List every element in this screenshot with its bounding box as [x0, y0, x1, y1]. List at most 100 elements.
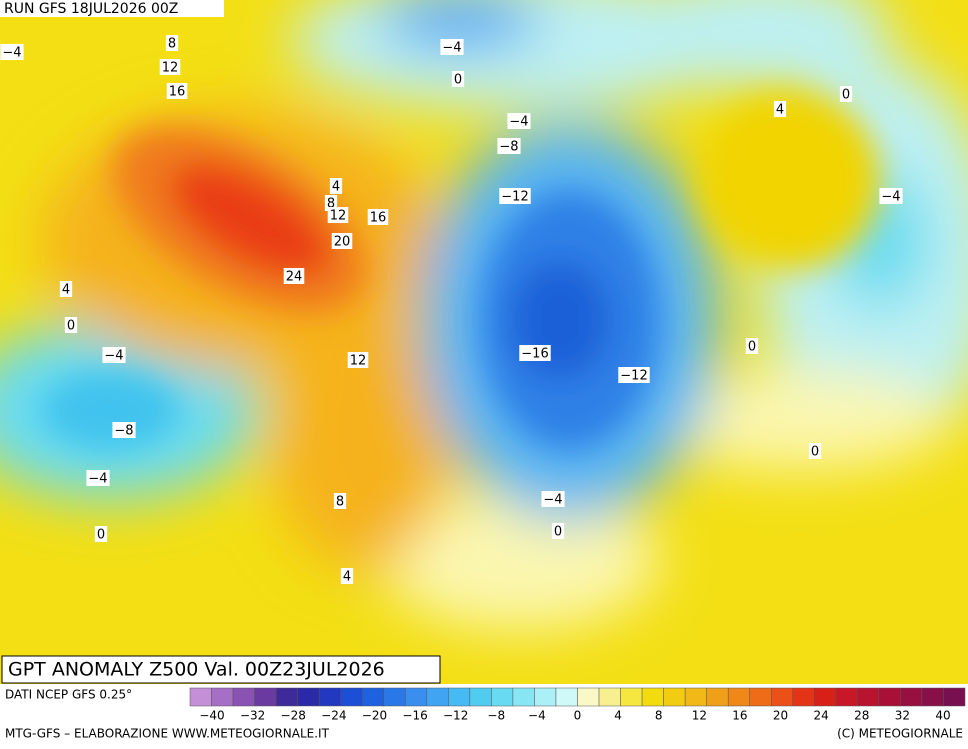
contour-label: 0 [554, 525, 562, 540]
map-title: GPT ANOMALY Z500 Val. 00Z23JUL2026 [8, 659, 385, 681]
colorbar-swatch [792, 687, 815, 707]
colorbar-label: 0 [574, 709, 582, 723]
contour-label-bg [839, 86, 853, 102]
contour-label: 0 [97, 528, 105, 543]
contour-label: 4 [332, 180, 340, 195]
colorbar-label: −28 [281, 709, 306, 723]
contour-label-bg [551, 523, 565, 539]
colorbar-label: −12 [443, 709, 468, 723]
contour-label-bg [340, 568, 354, 584]
colorbar-swatch [383, 687, 406, 707]
contour-label-bg [541, 491, 565, 507]
colorbar-swatch [900, 687, 923, 707]
contour-label: 12 [330, 209, 347, 224]
colorbar-swatch [254, 687, 277, 707]
contour-label: 16 [169, 85, 186, 100]
contour-label-bg [618, 367, 650, 383]
contour-label-bg [519, 345, 551, 361]
contour-label: −8 [114, 424, 133, 439]
colorbar-swatch [491, 687, 514, 707]
colorbar-swatch [426, 687, 449, 707]
colorbar-swatch [275, 687, 298, 707]
contour-label: 4 [343, 570, 351, 585]
colorbar-swatch [512, 687, 535, 707]
colorbar-label: −8 [487, 709, 505, 723]
footer-left: MTG-GFS – ELABORAZIONE WWW.METEOGIORNALE… [5, 727, 330, 741]
contour-label: 16 [370, 211, 387, 226]
contour-label-bg [808, 443, 822, 459]
contour-label: −4 [543, 493, 562, 508]
colorbar-label: −40 [199, 709, 224, 723]
contour-label-bg [507, 113, 531, 129]
colorbar-label: −4 [528, 709, 546, 723]
contour-label-bg [440, 39, 464, 55]
colorbar-swatch [598, 687, 621, 707]
contour-label-bg [773, 101, 787, 117]
colorbar-swatch [771, 687, 794, 707]
contour-label-bg [331, 233, 353, 249]
contour-label: 12 [350, 354, 367, 369]
colorbar-swatch [641, 687, 664, 707]
colorbar-swatch [857, 687, 880, 707]
footer-right: (C) METEOGIORNALE [837, 727, 963, 741]
contour-label-bg [94, 526, 108, 542]
source-label: DATI NCEP GFS 0.25° [5, 688, 132, 702]
contour-label-bg [497, 138, 521, 154]
contour-label-bg [451, 71, 465, 87]
contour-label: 0 [67, 319, 75, 334]
colorbar-label: 20 [773, 709, 788, 723]
run-label: RUN GFS 18JUL2026 00Z [4, 1, 178, 17]
contour-label: 12 [162, 61, 179, 76]
contour-label: 4 [62, 283, 70, 298]
colorbar-label: 8 [655, 709, 663, 723]
contour-label-bg [745, 338, 759, 354]
colorbar-swatch [189, 687, 212, 707]
colorbar-swatch [211, 687, 234, 707]
contour-label: −12 [501, 190, 528, 205]
contour-label: 8 [168, 37, 176, 52]
contour-label: −4 [2, 46, 21, 61]
contour-label-bg [283, 268, 305, 284]
colorbar-swatch [620, 687, 643, 707]
contour-label-bg [59, 281, 73, 297]
contour-label: −4 [442, 41, 461, 56]
colorbar-swatch [706, 687, 729, 707]
colorbar-swatch [684, 687, 707, 707]
colorbar-swatch [361, 687, 385, 707]
colorbar-swatch [318, 687, 341, 707]
contour-label-bg [0, 44, 24, 60]
contour-label: 8 [327, 197, 335, 212]
colorbar-label: 40 [935, 709, 950, 723]
colorbar-label: −16 [402, 709, 427, 723]
colorbar-swatch [555, 687, 578, 707]
colorbar-swatch [340, 687, 363, 707]
contour-label: −8 [499, 140, 518, 155]
colorbar-label: −24 [321, 709, 346, 723]
contour-label: −16 [521, 347, 548, 362]
colorbar-swatch [943, 687, 966, 707]
contour-label-bg [159, 59, 181, 75]
contour-label: −4 [509, 115, 528, 130]
contour-label-bg [367, 209, 389, 225]
contour-label-bg [329, 178, 343, 194]
colorbar-swatch [232, 687, 255, 707]
contour-label: −4 [104, 349, 123, 364]
colorbar-swatch [749, 687, 772, 707]
colorbar-swatch [405, 687, 428, 707]
contour-label: 8 [336, 495, 344, 510]
contour-label: −4 [88, 472, 107, 487]
contour-label: 0 [454, 73, 462, 88]
colorbar-swatch [577, 687, 600, 707]
colorbar-label: 28 [854, 709, 869, 723]
colorbar-label: −20 [362, 709, 387, 723]
colorbar-label: 24 [814, 709, 829, 723]
contour-label: −4 [881, 190, 900, 205]
contour-label-bg [64, 317, 78, 333]
contour-label-bg [112, 422, 136, 438]
contour-label-bg [879, 188, 903, 204]
anomaly-field [0, 0, 968, 684]
colorbar-swatch [878, 687, 901, 707]
contour-label: −12 [620, 369, 647, 384]
contour-label: 24 [286, 270, 303, 285]
